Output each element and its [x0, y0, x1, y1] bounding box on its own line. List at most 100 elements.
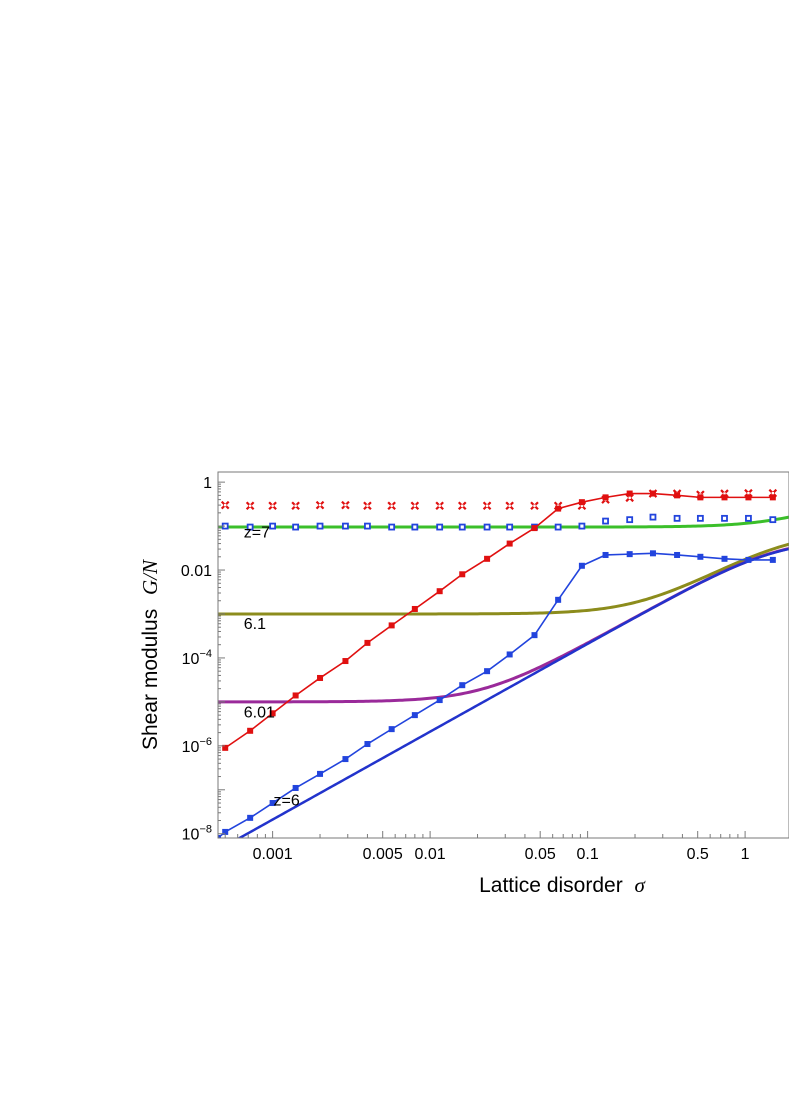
data-point — [292, 692, 299, 699]
data-point — [364, 741, 371, 748]
data-point — [269, 800, 276, 807]
data-point — [649, 513, 657, 521]
data-point — [458, 523, 466, 531]
data-point — [602, 517, 609, 525]
data-point-center — [271, 504, 274, 507]
series-line-6 — [224, 492, 773, 749]
data-point — [769, 494, 776, 501]
data-point — [364, 522, 371, 530]
y-tick-label: 10−8 — [182, 824, 212, 844]
x-axis-label-text: Lattice disorder — [479, 874, 623, 897]
data-point — [649, 550, 656, 557]
data-point — [436, 697, 443, 704]
data-point — [769, 516, 777, 524]
y-tick-label: 0.01 — [181, 563, 212, 580]
data-point — [388, 726, 395, 733]
data-point — [269, 522, 277, 530]
data-point — [246, 523, 254, 531]
data-point — [484, 668, 491, 675]
data-point-center — [533, 504, 536, 507]
data-point-center — [580, 504, 584, 507]
data-point — [602, 494, 609, 501]
data-point — [364, 639, 371, 646]
data-point — [745, 494, 752, 501]
data-point — [674, 492, 681, 499]
data-point — [218, 835, 221, 838]
data-point-center — [413, 504, 417, 507]
x-tick-label: 0.01 — [415, 846, 446, 863]
data-point — [696, 514, 704, 522]
data-point — [626, 551, 633, 558]
x-tick-label: 0.5 — [687, 846, 709, 863]
data-point — [292, 523, 300, 531]
data-point — [317, 770, 324, 777]
curve-label: z=6 — [274, 792, 300, 809]
data-point — [649, 490, 656, 497]
series-curve-1 — [218, 542, 789, 616]
data-point — [721, 555, 728, 562]
x-tick-label: 0.005 — [363, 846, 403, 863]
plot-series-group — [218, 488, 789, 838]
data-point — [411, 712, 418, 719]
data-point — [436, 523, 444, 531]
data-point — [388, 622, 395, 629]
data-point — [506, 540, 513, 547]
data-point-center — [390, 504, 393, 507]
data-point — [506, 523, 514, 531]
data-point-center — [366, 504, 369, 507]
data-point-center — [461, 504, 464, 507]
data-point — [436, 588, 443, 595]
data-point — [602, 551, 609, 558]
data-point — [626, 516, 634, 524]
x-tick-label: 0.05 — [525, 846, 556, 863]
curve-label: z=7 — [244, 524, 270, 541]
plot-frame — [217, 471, 789, 839]
x-axis-title: Lattice disorder σ — [479, 873, 646, 897]
data-point — [342, 756, 349, 763]
data-point — [745, 556, 752, 563]
data-point-center — [294, 504, 297, 507]
data-point-center — [723, 492, 726, 495]
data-point — [388, 523, 396, 531]
data-point — [721, 514, 728, 522]
data-point — [484, 555, 491, 562]
curve-annotations: z=7 6.1 6.01 z=6 — [244, 524, 300, 809]
data-point — [459, 571, 466, 578]
data-point — [578, 499, 585, 506]
data-point — [247, 727, 254, 734]
data-point — [317, 674, 324, 681]
plot-area — [218, 488, 789, 838]
data-point-center — [771, 491, 775, 495]
data-point — [555, 596, 562, 603]
data-point — [316, 522, 324, 530]
data-point — [292, 784, 299, 791]
data-point — [745, 514, 752, 522]
y-tick-label: 10−4 — [182, 648, 212, 668]
data-point-center — [248, 504, 252, 507]
data-point — [411, 523, 419, 531]
data-point — [222, 744, 229, 751]
y-tick-label: 1 — [203, 475, 212, 492]
x-tick-label: 1 — [741, 846, 750, 863]
data-point — [483, 523, 491, 531]
data-point — [697, 494, 704, 501]
x-axis: 0.001 0.005 0.01 0.05 0.1 0.5 1 — [224, 831, 750, 863]
data-point — [721, 494, 728, 501]
data-point-center — [344, 503, 347, 507]
data-point — [555, 505, 562, 512]
data-point — [769, 556, 776, 563]
data-point — [554, 523, 562, 531]
data-point — [342, 522, 349, 530]
data-point — [531, 632, 538, 639]
series-curve-0 — [218, 515, 789, 529]
y-axis-label-text: Shear modulus — [139, 609, 162, 750]
x-tick-label: 0.001 — [253, 846, 293, 863]
series-curve-3 — [237, 547, 789, 838]
data-point — [674, 551, 681, 558]
y-axis: 1 0.01 10−4 10−6 10−8 — [181, 475, 225, 844]
data-point — [697, 553, 704, 560]
x-axis-symbol: σ — [635, 873, 647, 897]
y-tick-label: 10−6 — [182, 736, 212, 756]
data-point-center — [508, 504, 511, 507]
data-point-center — [318, 503, 322, 507]
